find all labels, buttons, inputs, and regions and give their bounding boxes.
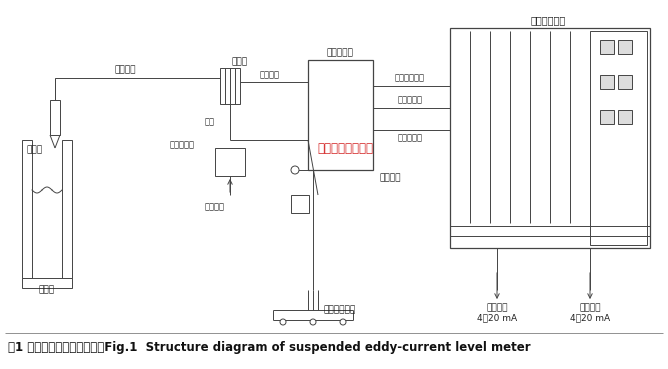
Bar <box>450 28 650 248</box>
Text: 温度信号: 温度信号 <box>579 303 601 313</box>
Bar <box>618 110 632 124</box>
Bar <box>22 140 32 278</box>
Circle shape <box>310 319 316 325</box>
Text: 图1 悬挂式涡流液位计结构图Fig.1  Structure diagram of suspended eddy-current level meter: 图1 悬挂式涡流液位计结构图Fig.1 Structure diagram of… <box>8 341 530 355</box>
Text: 自动标定装置: 自动标定装置 <box>324 306 356 314</box>
Text: 液位信号: 液位信号 <box>486 303 508 313</box>
Text: 传感器: 传感器 <box>27 145 43 155</box>
Bar <box>600 75 614 89</box>
Bar <box>215 148 245 176</box>
Bar <box>220 68 240 104</box>
Bar <box>291 195 309 213</box>
Text: 支架悬臂: 支架悬臂 <box>114 66 136 75</box>
Text: 标定电缆: 标定电缆 <box>379 173 401 183</box>
Bar <box>590 31 647 245</box>
Text: 结晶器: 结晶器 <box>39 286 55 294</box>
Text: 固定架: 固定架 <box>232 58 248 66</box>
Text: 江苏华云流量仪表: 江苏华云流量仪表 <box>317 141 373 155</box>
Bar <box>600 110 614 124</box>
Text: 集成电缆: 集成电缆 <box>260 70 280 79</box>
Bar <box>618 40 632 54</box>
Text: 节流过滤器: 节流过滤器 <box>170 141 195 149</box>
Circle shape <box>280 319 286 325</box>
Text: 传感器信号缆: 传感器信号缆 <box>395 73 425 83</box>
Bar <box>62 140 72 278</box>
Bar <box>50 100 60 135</box>
Circle shape <box>340 319 346 325</box>
Text: 气管: 气管 <box>205 117 215 127</box>
Bar <box>308 60 373 170</box>
Circle shape <box>291 166 299 174</box>
Bar <box>600 40 614 54</box>
Bar <box>618 75 632 89</box>
Text: 标定信号缆: 标定信号缆 <box>397 134 422 142</box>
Bar <box>22 278 72 288</box>
Text: 4～20 mA: 4～20 mA <box>477 314 517 323</box>
Text: 控制信号缆: 控制信号缆 <box>397 96 422 104</box>
Text: 前置放大器: 前置放大器 <box>327 48 353 58</box>
Text: 冷却气体: 冷却气体 <box>205 203 225 211</box>
Text: 4～20 mA: 4～20 mA <box>570 314 610 323</box>
Text: 涡流液位仪表: 涡流液位仪表 <box>530 15 566 25</box>
